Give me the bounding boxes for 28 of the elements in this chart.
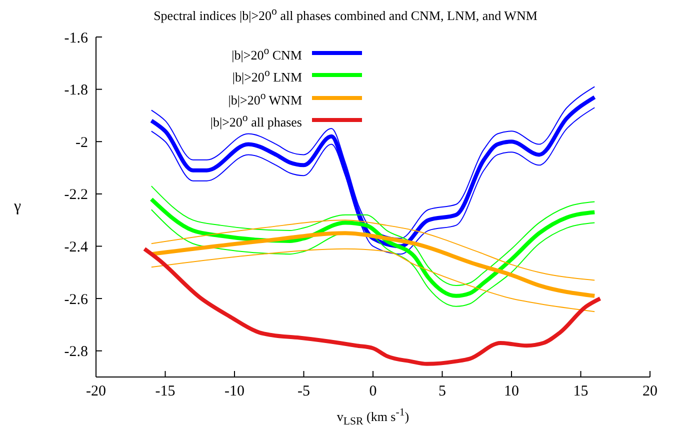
line-series: [150, 209, 596, 307]
line-series: [150, 248, 596, 312]
legend-label: |b|>20$^{o}$ all phases: [210, 110, 302, 132]
y-tick-label: -2.6: [64, 292, 88, 308]
y-tick-label: -1.8: [64, 82, 88, 99]
chart-title: Spectral indices |b|>20$^{o}$ all phases combined and CNM, LNM, and WNM: [154, 6, 538, 24]
y-tick-label: -2: [76, 134, 88, 151]
y-axis-title: γ: [14, 198, 22, 215]
line-series: [142, 246, 602, 366]
legend-label: |b|>20$^{o}$ WNM: [228, 88, 302, 109]
x-tick-label: -5: [298, 384, 310, 400]
y-tick-label: -2.8: [64, 344, 88, 360]
line-series: [150, 186, 596, 286]
x-tick-label: -10: [224, 384, 244, 400]
legend-label: |b|>20$^{o}$ LNM: [232, 66, 302, 87]
x-tick-label: -15: [155, 384, 176, 400]
x-axis-title: v$_{LSR}$ (km s$^{-1}$): [336, 407, 410, 428]
y-tick-label: -2.2: [64, 187, 88, 204]
x-tick-label: -20: [86, 384, 106, 400]
x-tick-label: 10: [504, 384, 519, 400]
y-tick-label: -2.4: [64, 240, 88, 256]
x-tick-label: 5: [438, 384, 446, 400]
x-tick-label: 15: [573, 384, 588, 400]
y-tick-label: -1.6: [64, 30, 88, 46]
line-series: [150, 220, 596, 281]
legend-label: |b|>20$^{o}$ CNM: [232, 44, 302, 64]
x-tick-label: 20: [642, 384, 658, 400]
x-tick-label: 0: [369, 384, 377, 400]
